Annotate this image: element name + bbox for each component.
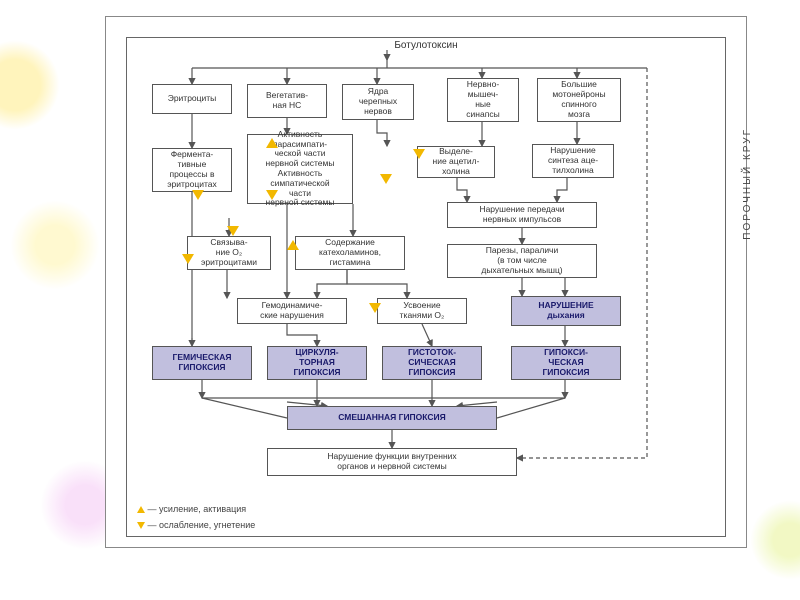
indicator-down-icon <box>369 303 381 313</box>
indicator-down-icon <box>227 226 239 236</box>
indicator-up-icon <box>287 240 299 250</box>
diagram-inner: Ботулотоксин Эритроциты Вегетатив-ная НС Я… <box>126 37 726 537</box>
indicator-up-icon <box>266 138 278 148</box>
node-h4: ГИПОКСИ-ЧЕСКАЯГИПОКСИЯ <box>511 346 621 380</box>
node-n11: Связыва-ние O₂эритроцитами <box>187 236 271 270</box>
node-h2: ЦИРКУЛЯ-ТОРНАЯГИПОКСИЯ <box>267 346 367 380</box>
indicator-down-icon <box>413 149 425 159</box>
node-n8: Выделе-ние ацетил-холина <box>417 146 495 178</box>
legend-down: — ослабление, угнетение <box>137 520 255 530</box>
node-n15: Усвоениетканями O₂ <box>377 298 467 324</box>
node-n12: Содержаниекатехоламинов,гистамина <box>295 236 405 270</box>
node-fin: Нарушение функции внутреннихорганов и не… <box>267 448 517 476</box>
node-n4: Нервно-мышеч-ныесинапсы <box>447 78 519 122</box>
node-mix: СМЕШАННАЯ ГИПОКСИЯ <box>287 406 497 430</box>
node-n16: НАРУШЕНИЕдыхания <box>511 296 621 326</box>
legend-up: — усиление, активация <box>137 504 246 514</box>
node-h1: ГЕМИЧЕСКАЯГИПОКСИЯ <box>152 346 252 380</box>
node-n13: Парезы, параличи(в том числедыхательных … <box>447 244 597 278</box>
legend-down-text: — ослабление, угнетение <box>148 520 256 530</box>
node-h3: ГИСТОТОК-СИЧЕСКАЯГИПОКСИЯ <box>382 346 482 380</box>
diagram-frame: Ботулотоксин Эритроциты Вегетатив-ная НС Я… <box>105 16 747 548</box>
indicator-down-icon <box>192 190 204 200</box>
indicator-down-icon <box>266 190 278 200</box>
node-n1: Эритроциты <box>152 84 232 114</box>
node-n6: Фермента-тивныепроцессы вэритроцитах <box>152 148 232 192</box>
node-n3: Ядрачерепныхнервов <box>342 84 414 120</box>
node-n14: Гемодинамиче-ские нарушения <box>237 298 347 324</box>
node-n7: Активностьпарасимпати-ческой частинервно… <box>247 134 353 204</box>
indicator-down-icon <box>380 174 392 184</box>
node-n9: Нарушениесинтеза аце-тилхолина <box>532 144 614 178</box>
node-n2: Вегетатив-ная НС <box>247 84 327 118</box>
node-n10: Нарушение передачинервных импульсов <box>447 202 597 228</box>
side-label: ПОРОЧНЫЙ КРУГ <box>742 128 753 240</box>
legend-up-text: — усиление, активация <box>148 504 247 514</box>
node-n5: Большиемотонейроныспинногомозга <box>537 78 621 122</box>
diagram-title: Ботулотоксин <box>127 40 725 51</box>
indicator-down-icon <box>182 254 194 264</box>
